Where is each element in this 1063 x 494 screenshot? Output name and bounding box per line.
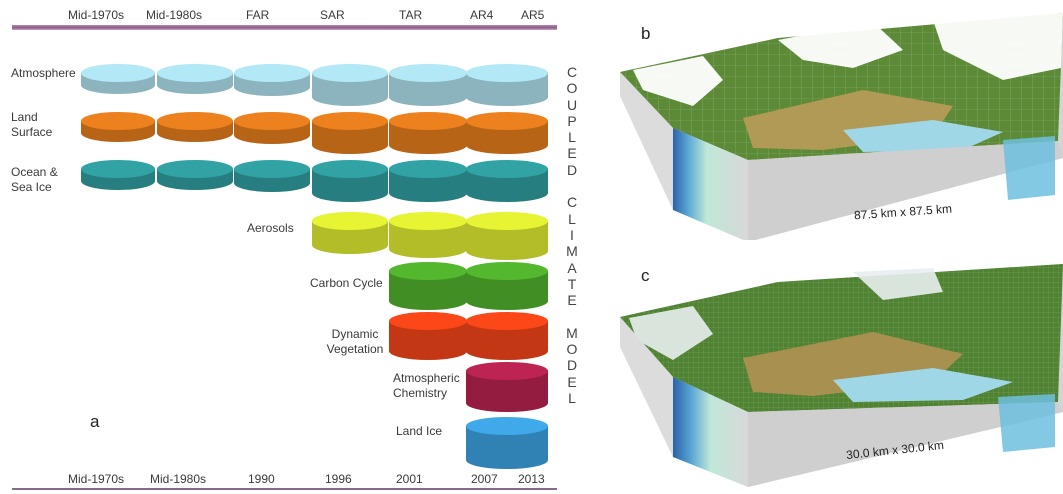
vertical-text-letter: D [566, 357, 578, 374]
vertical-text-letter: C [566, 64, 578, 80]
cylinder-aerosols-3 [312, 212, 388, 254]
vertical-text-letter: M [566, 324, 578, 341]
cylinder-land-surface-3 [312, 112, 388, 154]
cylinder-ocean-sea-ice-1 [157, 160, 233, 190]
vertical-text-letter: A [567, 259, 577, 276]
year-label-2001: 2001 [396, 472, 423, 486]
vertical-text-letter: D [566, 161, 578, 178]
panel-a-diagram [12, 25, 557, 490]
cylinder-atmosphere-3 [312, 64, 388, 106]
year-label-2013: 2013 [518, 472, 545, 486]
vertical-text-letter [566, 308, 578, 324]
panel-c-letter: c [641, 266, 650, 285]
cylinder-land-surface-4 [389, 112, 467, 154]
vertical-text-letter: P [567, 112, 577, 129]
cylinder-land-surface-2 [234, 112, 310, 144]
vertical-text-letter: L [568, 129, 576, 146]
header-label-sar: SAR [320, 8, 345, 22]
label-carbon-cycle: Carbon Cycle [310, 276, 383, 290]
label-land-surface: Land Surface [11, 110, 53, 139]
header-label-mid-1970s: Mid-1970s [68, 8, 125, 22]
cylinder-atmosphere-0 [81, 64, 155, 94]
year-label-mid-1970s: Mid-1970s [68, 472, 125, 486]
cylinder-ocean-sea-ice-0 [81, 160, 155, 190]
cylinder-land-surface-5 [466, 112, 548, 154]
vertical-text-letter: O [566, 80, 578, 97]
cylinder-aerosols-4 [389, 212, 467, 258]
vertical-text-letter: O [566, 341, 578, 358]
label-atmosphere: Atmosphere [11, 66, 76, 80]
cylinder-dynamic-vegetation-4 [389, 312, 467, 360]
cylinder-ocean-sea-ice-4 [389, 160, 467, 202]
year-label-1996: 1996 [325, 472, 352, 486]
year-label-2007: 2007 [471, 472, 498, 486]
vertical-text-letter: L [568, 389, 576, 406]
vertical-text-letter: E [567, 145, 577, 162]
cylinder-ocean-sea-ice-2 [234, 160, 310, 192]
year-label-1990: 1990 [248, 472, 275, 486]
panel-a-letter: a [90, 412, 100, 431]
cylinder-atmosphere-2 [234, 64, 310, 96]
cylinder-land-surface-0 [81, 112, 155, 142]
panel-b-letter: b [641, 24, 651, 43]
cylinder-atmosphere-4 [389, 64, 467, 106]
cylinder-land-ice-5 [466, 417, 548, 469]
label-dynamic-vegetation: Dynamic Vegetation [326, 327, 384, 356]
label-ocean-sea-ice: Ocean & Sea Ice [11, 165, 58, 194]
cylinder-land-surface-1 [157, 112, 233, 142]
vertical-text-letter: T [567, 275, 577, 292]
vertical-text-letter: E [567, 373, 577, 390]
cylinder-atmospheric-chemistry-5 [466, 362, 548, 412]
vertical-text-letter: E [567, 292, 577, 309]
header-label-ar4: AR4 [470, 8, 494, 22]
panel-c-grid-map [620, 264, 1063, 487]
cylinder-ocean-sea-ice-5 [466, 160, 548, 202]
vertical-text-letter: M [566, 243, 578, 260]
panel-b-grid-map [620, 13, 1063, 240]
cylinder-atmosphere-5 [466, 64, 548, 106]
header-bar [12, 25, 557, 30]
cylinder-dynamic-vegetation-5 [466, 312, 548, 360]
header-label-tar: TAR [399, 8, 423, 22]
vertical-text-letter: C [566, 194, 578, 211]
vertical-text-letter: U [566, 96, 578, 113]
cylinder-carbon-cycle-5 [466, 262, 548, 310]
vertical-text-letter: I [570, 226, 574, 243]
header-label-mid-1980s: Mid-1980s [146, 8, 203, 22]
header-label-far: FAR [246, 8, 270, 22]
cylinder-carbon-cycle-4 [389, 262, 467, 310]
year-label-mid-1980s: Mid-1980s [150, 472, 207, 486]
cylinder-atmosphere-1 [157, 64, 233, 94]
label-aerosols: Aerosols [247, 221, 294, 235]
cylinder-ocean-sea-ice-3 [312, 160, 388, 202]
label-land-ice: Land Ice [396, 424, 443, 438]
vertical-text-letter [566, 178, 578, 194]
header-label-ar5: AR5 [521, 8, 545, 22]
vertical-text-letter: L [568, 210, 576, 227]
label-atmospheric-chemistry: Atmospheric Chemistry [393, 371, 460, 400]
cylinder-aerosols-5 [466, 212, 548, 260]
